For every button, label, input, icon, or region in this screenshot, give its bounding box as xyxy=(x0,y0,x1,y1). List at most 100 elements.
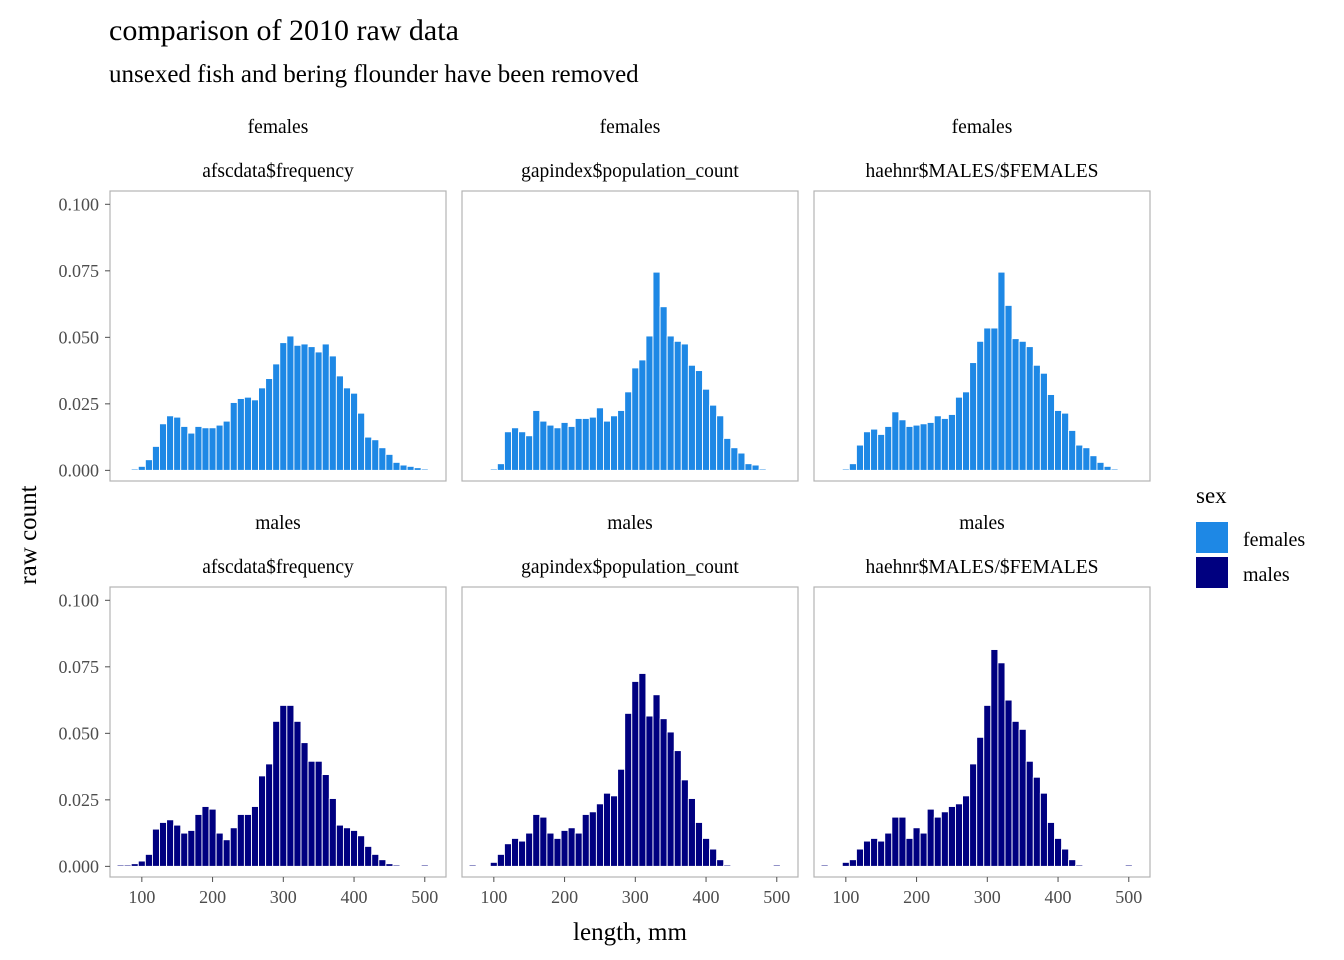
histogram-bar xyxy=(1124,864,1133,867)
x-tick-label: 300 xyxy=(974,887,1001,907)
histogram-bar xyxy=(201,806,210,867)
histogram-bar xyxy=(222,839,231,867)
histogram-bar xyxy=(1018,728,1027,867)
histogram-bar xyxy=(342,827,351,867)
histogram-bar xyxy=(1061,412,1070,471)
panel-border xyxy=(461,586,799,878)
histogram-bar xyxy=(187,829,196,867)
histogram-bar xyxy=(229,827,238,867)
histogram-bar xyxy=(1039,372,1048,471)
strip-label-row: males xyxy=(959,513,1004,534)
histogram-bar xyxy=(258,775,267,867)
histogram-bar xyxy=(855,444,864,471)
histogram-bar xyxy=(151,828,160,867)
histogram-bar xyxy=(279,342,288,471)
histogram-bar xyxy=(926,808,935,867)
histogram-bar xyxy=(546,424,555,471)
legend-key-males xyxy=(1196,557,1228,588)
histogram-bar xyxy=(912,424,921,471)
histogram-bar xyxy=(194,426,203,471)
histogram-bar xyxy=(321,343,330,471)
histogram-bar xyxy=(617,768,626,867)
histogram-bar xyxy=(489,861,498,867)
histogram-bar xyxy=(335,375,344,471)
histogram-bar xyxy=(151,445,160,471)
histogram-bar xyxy=(378,447,387,471)
histogram-bar xyxy=(574,832,583,867)
histogram-bar xyxy=(758,468,767,471)
histogram-bar xyxy=(539,420,548,471)
histogram-bar xyxy=(357,412,366,471)
y-tick-label: 0.100 xyxy=(59,194,100,214)
histogram-bar xyxy=(539,816,548,867)
histogram-bar xyxy=(969,362,978,471)
histogram-bar xyxy=(652,271,661,471)
histogram-bar xyxy=(673,340,682,471)
strip-label-row: females xyxy=(600,117,661,138)
histogram-bar xyxy=(659,306,668,471)
histogram-bar xyxy=(222,420,231,471)
histogram-bar xyxy=(1054,837,1063,867)
histogram-bar xyxy=(716,415,725,471)
histogram-bar xyxy=(631,367,640,471)
histogram-bar xyxy=(187,432,196,471)
x-tick-label: 400 xyxy=(1045,887,1072,907)
histogram-bar xyxy=(286,335,295,471)
histogram-bar xyxy=(180,426,189,471)
histogram-bar xyxy=(1039,792,1048,867)
histogram-bar xyxy=(1032,776,1041,867)
histogram-bar xyxy=(841,468,850,471)
strip-label-col: gapindex$population_count xyxy=(521,557,739,578)
histogram-bar xyxy=(511,837,520,867)
histogram-bar xyxy=(553,837,562,867)
histogram-bar xyxy=(392,864,401,867)
histogram-bar xyxy=(1011,338,1020,471)
y-tick-label: 0.000 xyxy=(59,856,100,876)
histogram-bar xyxy=(518,431,527,471)
histogram-bar xyxy=(680,779,689,867)
histogram-bar xyxy=(955,396,963,471)
histogram-bar xyxy=(468,864,477,867)
y-tick-label: 0.100 xyxy=(59,590,100,610)
panel-border xyxy=(109,190,447,482)
histogram-bar xyxy=(588,811,597,867)
strip-label-col: afscdata$frequency xyxy=(202,161,354,182)
histogram-bar xyxy=(350,829,359,867)
y-tick-label: 0.050 xyxy=(59,723,100,743)
histogram-bar xyxy=(870,837,879,867)
histogram-bar xyxy=(532,410,541,471)
histogram-bar xyxy=(638,673,647,867)
histogram-bar xyxy=(567,426,576,471)
histogram-bar xyxy=(300,343,309,471)
y-tick-label: 0.000 xyxy=(59,460,100,480)
histogram-bar xyxy=(848,463,857,471)
histogram-bar xyxy=(898,419,907,471)
histogram-bar xyxy=(1089,455,1098,471)
histogram-bar xyxy=(716,859,725,867)
histogram-bar xyxy=(328,355,337,471)
histogram-bar xyxy=(940,811,949,867)
histogram-bar xyxy=(976,736,985,867)
strip-label-row: males xyxy=(607,513,652,534)
histogram-bar xyxy=(130,863,139,867)
histogram-bar xyxy=(364,436,373,471)
histogram-bar xyxy=(631,680,640,867)
histogram-bar xyxy=(468,469,477,472)
histogram-bar xyxy=(406,865,415,868)
y-tick-label: 0.025 xyxy=(59,394,100,414)
histogram-bar xyxy=(1110,468,1119,471)
y-axis-title: raw count xyxy=(15,485,42,584)
panel-border xyxy=(813,190,1151,482)
histogram-bar xyxy=(399,865,408,868)
strip-label-row: females xyxy=(248,117,309,138)
histogram-bar xyxy=(286,704,295,867)
histogram-bar xyxy=(884,426,893,471)
histogram-bar xyxy=(863,431,872,471)
histogram-bar xyxy=(159,423,168,471)
x-tick-label: 100 xyxy=(480,887,507,907)
histogram-bar xyxy=(638,359,647,471)
histogram-bar xyxy=(371,853,380,867)
histogram-bar xyxy=(307,346,316,471)
histogram-bar xyxy=(166,415,175,471)
